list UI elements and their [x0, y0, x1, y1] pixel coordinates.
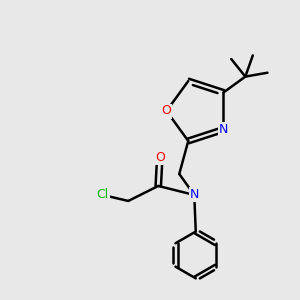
- Text: O: O: [162, 104, 171, 118]
- Text: Cl: Cl: [97, 188, 109, 202]
- Text: N: N: [219, 123, 228, 136]
- Text: O: O: [155, 151, 165, 164]
- Text: N: N: [190, 188, 199, 202]
